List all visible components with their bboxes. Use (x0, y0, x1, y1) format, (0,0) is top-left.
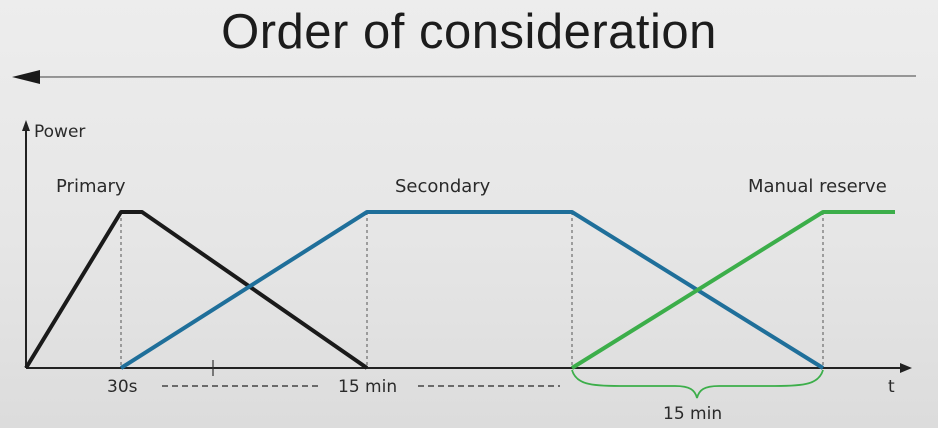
guide-lines (120, 212, 824, 368)
arrow-left-icon (12, 70, 40, 84)
primary-label: Primary (56, 176, 126, 197)
manual-reserve-label: Manual reserve (748, 176, 887, 197)
x-axis-arrow-icon (900, 363, 912, 373)
time-label-30s: 30s (107, 377, 138, 397)
axes (22, 120, 912, 376)
order-arrow (12, 70, 917, 84)
secondary-label: Secondary (395, 176, 491, 197)
interval-brace (571, 369, 824, 399)
primary-curve (24, 210, 369, 370)
brace-label: 15 min (663, 404, 722, 424)
x-axis-label: t (888, 377, 895, 397)
manual-reserve-curve (570, 210, 895, 370)
time-label-15min: 15 min (338, 377, 397, 397)
secondary-curve (119, 210, 825, 370)
y-axis-arrow-icon (22, 120, 30, 131)
slide-title: Order of consideration (221, 5, 717, 59)
y-axis-label: Power (34, 122, 85, 142)
